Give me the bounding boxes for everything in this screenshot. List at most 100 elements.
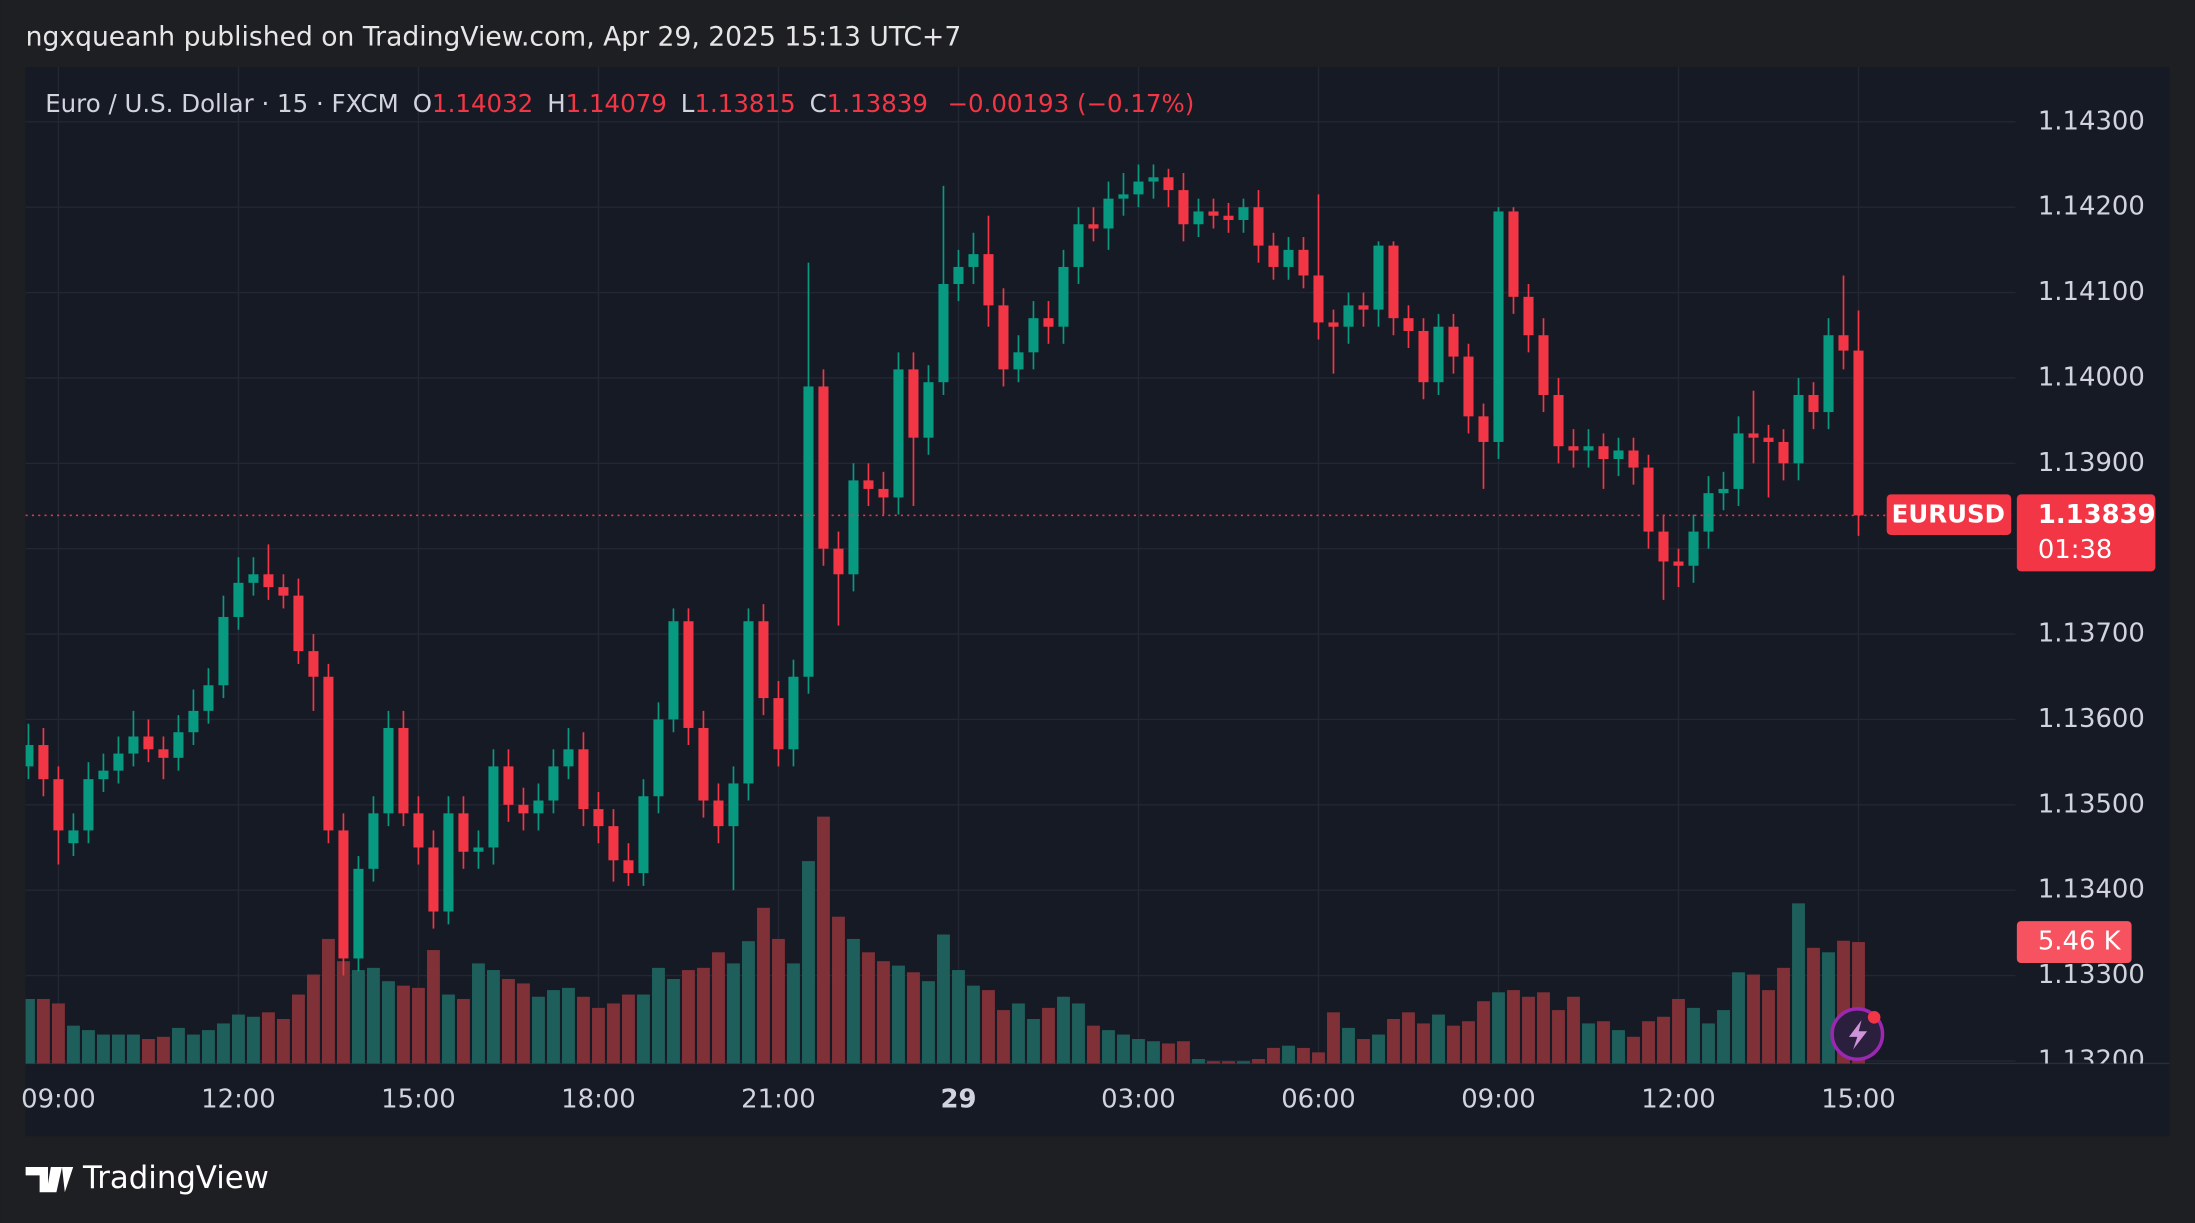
volume-bar: [1477, 1001, 1490, 1064]
volume-bar: [1342, 1027, 1355, 1064]
candle-body: [1628, 450, 1639, 468]
legend-item: H: [547, 89, 565, 118]
candle-body: [1418, 330, 1429, 383]
volume-bar: [36, 998, 50, 1064]
candle-body: [353, 868, 364, 959]
volume-bar: [832, 916, 845, 1064]
candle-body: [1823, 335, 1834, 413]
candle-body: [1283, 249, 1294, 267]
legend-item: L: [681, 89, 695, 118]
candle-body: [983, 254, 994, 306]
y-tick-label: 1.13300: [2038, 960, 2145, 990]
candle-body: [1148, 177, 1159, 182]
volume-bar: [1372, 1034, 1385, 1064]
y-tick-label: 1.13500: [2038, 789, 2145, 819]
candle-body: [1778, 441, 1789, 464]
candle-body: [953, 266, 964, 285]
candle-body: [1673, 561, 1684, 566]
candle-body: [1208, 211, 1219, 216]
volume-bar: [1417, 1023, 1430, 1064]
candle-body: [263, 574, 274, 588]
volume-bar: [1717, 1010, 1730, 1064]
candle-body: [1223, 215, 1234, 220]
candle-body: [623, 860, 634, 874]
candle-body: [668, 621, 679, 720]
candle-body: [53, 779, 64, 831]
candle-body: [188, 710, 199, 733]
volume-bar: [982, 990, 995, 1064]
last-price: 1.13839: [2038, 500, 2156, 530]
candle-body: [1463, 356, 1474, 417]
volume-bar: [201, 1030, 215, 1064]
candle-body: [1643, 467, 1654, 532]
volume-bar: [1582, 1023, 1595, 1064]
volume-bar: [1282, 1045, 1295, 1064]
candle-body: [25, 745, 34, 767]
volume-bar: [1327, 1012, 1340, 1064]
candle-body: [383, 727, 394, 814]
volume-bar: [727, 963, 740, 1064]
candle-body: [938, 284, 949, 383]
volume-bar: [742, 941, 755, 1064]
volume-bar: [577, 996, 590, 1064]
volume-bar: [1507, 990, 1520, 1064]
candle-body: [1793, 395, 1804, 464]
candle-body: [1718, 488, 1729, 494]
volume-bar: [637, 994, 650, 1064]
volume-bar: [802, 861, 815, 1064]
candle-body: [1163, 177, 1174, 191]
volume-bar: [1237, 1061, 1250, 1064]
candle-body: [98, 770, 109, 780]
volume-bar: [472, 963, 485, 1064]
ticker-tag: [1886, 494, 2012, 535]
candle-body: [368, 813, 379, 869]
candle-body: [1853, 350, 1864, 516]
candle-body: [1118, 194, 1129, 199]
volume-bar: [1057, 996, 1070, 1064]
volume-bar: [246, 1016, 260, 1064]
volume-bar: [457, 998, 470, 1064]
candle-body: [1298, 249, 1309, 276]
candle-body: [1403, 318, 1414, 331]
volume-bar: [1147, 1041, 1160, 1064]
candle-body: [758, 621, 769, 699]
volume-bar: [1567, 996, 1580, 1064]
candle-body: [143, 736, 154, 750]
volume-bar: [1597, 1021, 1610, 1064]
alert-icon: [1830, 1007, 1885, 1062]
volume-bar: [322, 938, 335, 1064]
volume-bar: [787, 963, 800, 1064]
y-tick-label: 1.14300: [2038, 106, 2145, 136]
volume-tag: [2016, 921, 2132, 964]
volume-bar: [1117, 1034, 1130, 1064]
legend-item: 1.13839: [827, 89, 928, 118]
volume-bar: [171, 1027, 185, 1064]
candle-body: [1013, 352, 1024, 370]
candle-body: [1538, 335, 1549, 396]
volume-bar: [81, 1030, 95, 1064]
volume-bar: [156, 1036, 170, 1064]
volume-bar: [1687, 1007, 1700, 1064]
volume-bar: [1762, 990, 1775, 1064]
volume-bar: [1087, 1025, 1100, 1064]
candle-body: [1058, 266, 1069, 327]
candle-body: [308, 651, 319, 677]
candle-body: [218, 616, 229, 686]
volume-bar: [1177, 1041, 1190, 1064]
candle-body: [1043, 318, 1054, 327]
x-tick-label: 03:00: [1101, 1084, 1176, 1114]
candle-body: [1523, 296, 1534, 336]
y-tick-label: 1.14000: [2038, 362, 2145, 392]
candle-body: [713, 800, 724, 827]
candle-body: [968, 254, 979, 267]
candle-body: [533, 800, 544, 814]
y-tick-label: 1.14100: [2038, 277, 2145, 307]
volume-bar: [847, 938, 860, 1064]
volume-bar: [1012, 1003, 1025, 1064]
volume-bar: [907, 972, 920, 1064]
volume-bar: [1777, 967, 1790, 1064]
volume-bar: [652, 967, 665, 1064]
volume-bar: [1447, 1025, 1460, 1064]
volume-bar: [261, 1012, 275, 1064]
